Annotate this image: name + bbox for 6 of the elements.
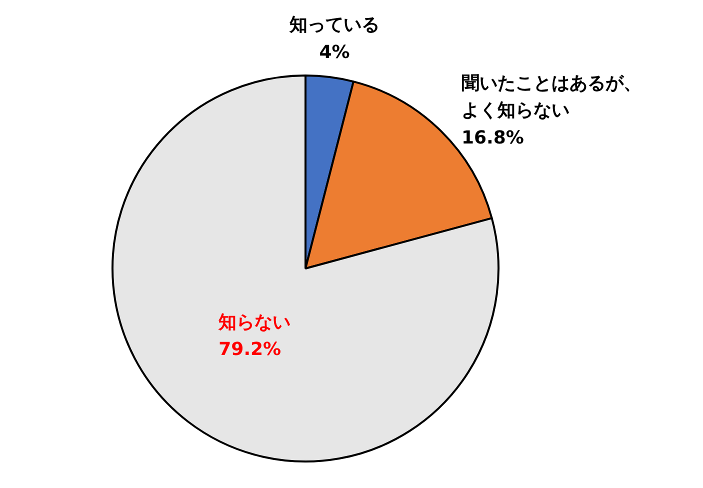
data-label: 4% — [319, 42, 350, 63]
slice-label: 知らない — [218, 312, 291, 333]
data-label: 79.2% — [218, 339, 282, 360]
slice-label: 聞いたことはあるが、よく知らない — [461, 72, 642, 122]
data-label: 16.8% — [461, 127, 524, 148]
slice-label: 知っている — [288, 14, 380, 36]
